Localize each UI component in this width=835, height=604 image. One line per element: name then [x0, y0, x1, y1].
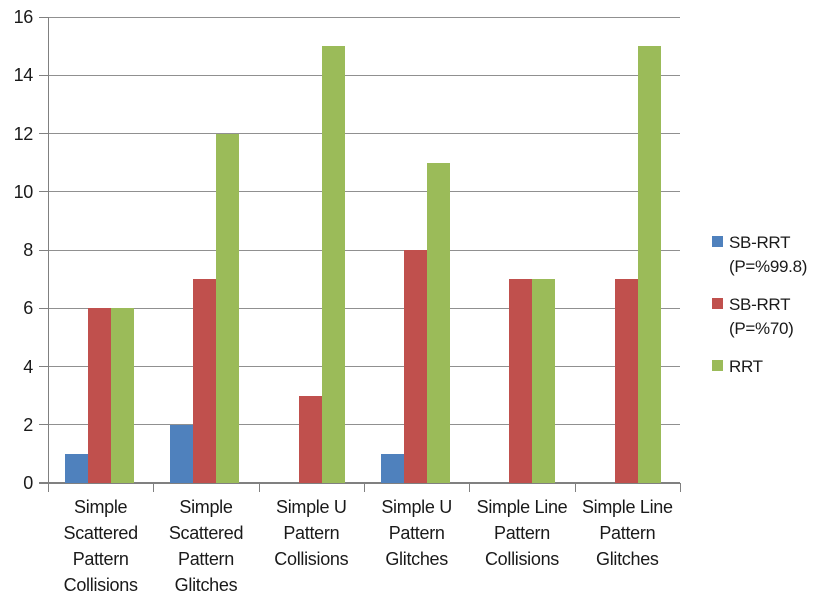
y-axis-tick: [39, 133, 48, 134]
x-axis-category-tick: [469, 483, 471, 492]
legend-label: SB-RRT (P=%70): [729, 295, 794, 338]
x-axis-category-tick: [574, 483, 576, 492]
y-axis-tick-label: 12: [13, 123, 34, 144]
bar-sb-rrt-p-70: [404, 250, 427, 483]
legend-label: SB-RRT (P=%99.8): [729, 233, 808, 276]
bar-rrt: [427, 162, 450, 483]
legend: SB-RRT (P=%99.8) SB-RRT (P=%70) RRT: [712, 231, 807, 379]
x-axis-category-tick: [48, 483, 49, 492]
bar-rrt: [322, 46, 345, 483]
bar-sb-rrt-p-99-8: [170, 424, 193, 483]
y-axis-tick: [39, 249, 48, 251]
y-axis-tick: [39, 366, 48, 367]
legend-swatch-icon: [712, 360, 723, 371]
gridline: [48, 74, 680, 76]
y-axis-tick: [39, 191, 48, 193]
bar-rrt: [111, 308, 134, 483]
bar-sb-rrt-p-70: [88, 308, 111, 483]
y-axis-tick: [39, 307, 48, 309]
y-axis-tick-label: 6: [23, 298, 33, 319]
category-label: Simple Line Pattern Collisions: [476, 497, 568, 569]
legend-item: RRT: [712, 355, 807, 379]
category-label: Simple U Pattern Glitches: [381, 497, 452, 569]
x-axis-category-tick: [153, 483, 155, 492]
bar-sb-rrt-p-70: [509, 279, 532, 483]
bar-sb-rrt-p-70: [193, 279, 216, 483]
bar-rrt: [638, 46, 661, 483]
y-axis-tick-label: 8: [23, 240, 33, 260]
gridline: [48, 307, 680, 309]
y-axis-tick: [39, 424, 48, 426]
x-axis-category-tick: [364, 483, 365, 492]
y-axis-tick: [39, 16, 48, 18]
category-label: Simple U Pattern Collisions: [274, 497, 349, 569]
gridline: [48, 249, 680, 251]
bar-sb-rrt-p-99-8: [65, 453, 88, 483]
bar-sb-rrt-p-70: [615, 279, 638, 483]
legend-item: SB-RRT (P=%99.8): [712, 231, 807, 279]
x-axis-category-tick: [258, 483, 260, 492]
y-axis-tick: [39, 74, 48, 76]
category-label: Simple Scattered Pattern Glitches: [168, 497, 244, 595]
legend-label: RRT: [729, 357, 763, 376]
gridline: [48, 133, 680, 134]
gridline: [48, 16, 680, 18]
legend-swatch-icon: [712, 298, 723, 309]
category-label: Simple Scattered Pattern Collisions: [63, 497, 138, 595]
bar-sb-rrt-p-99-8: [381, 453, 404, 483]
y-axis-tick-label: 0: [23, 473, 33, 493]
gridline: [48, 366, 680, 367]
legend-swatch-icon: [712, 236, 723, 247]
category-label: Simple Line Pattern Glitches: [581, 497, 673, 569]
x-axis-category-tick: [680, 483, 681, 492]
y-axis-tick-label: 16: [13, 7, 34, 27]
y-axis-tick-label: 14: [13, 65, 34, 86]
bar-rrt: [532, 279, 555, 483]
y-axis-tick-label: 10: [13, 181, 34, 202]
gridline: [48, 191, 680, 193]
bar-rrt: [216, 133, 239, 483]
y-axis-line: [48, 17, 49, 483]
legend-item: SB-RRT (P=%70): [712, 293, 807, 341]
x-axis-line: [39, 482, 680, 484]
gridline: [48, 424, 680, 426]
y-axis-tick-label: 2: [23, 414, 33, 435]
y-axis-tick-label: 4: [23, 356, 33, 377]
bar-sb-rrt-p-70: [299, 395, 322, 483]
